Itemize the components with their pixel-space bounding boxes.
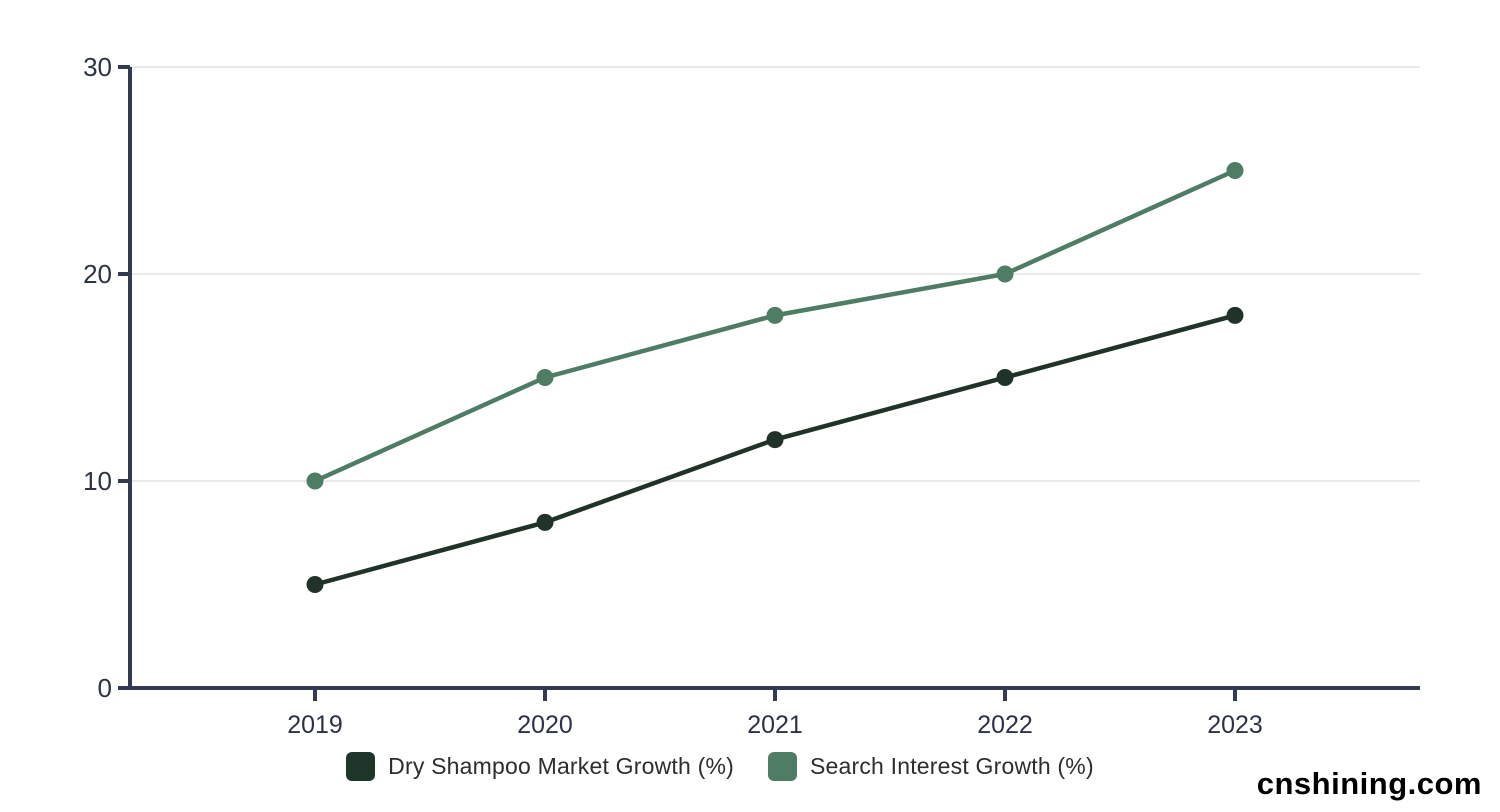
data-point-0-2021: [766, 431, 784, 449]
data-point-1-2019: [306, 472, 324, 490]
legend-swatch-search-interest: [767, 752, 797, 781]
data-point-0-2022: [996, 369, 1014, 386]
x-tick-label-2020: 2020: [517, 711, 573, 739]
legend-label-dry-shampoo: Dry Shampoo Market Growth (%): [388, 753, 734, 779]
series-line-0: [312, 313, 1238, 587]
legend-item-search-interest: Search Interest Growth (%): [767, 752, 1094, 781]
y-tick-label-20: 20: [83, 259, 112, 289]
x-tick-label-2022: 2022: [977, 711, 1033, 739]
data-point-1-2021: [766, 306, 784, 324]
x-tick-label-2019: 2019: [287, 711, 343, 739]
data-point-0-2023: [1226, 306, 1244, 324]
legend-swatch-dry-shampoo: [346, 752, 376, 781]
watermark: cnshining.com: [1256, 766, 1482, 801]
legend-label-search-interest: Search Interest Growth (%): [809, 753, 1094, 779]
data-point-1-2023: [1226, 162, 1244, 179]
data-point-0-2020: [536, 513, 554, 531]
y-tick-label-10: 10: [83, 466, 112, 496]
x-tick-label-2023: 2023: [1207, 711, 1263, 739]
data-point-0-2019: [306, 576, 324, 593]
chart-legend: Dry Shampoo Market Growth (%) Search Int…: [0, 752, 1440, 781]
y-tick-label-0: 0: [98, 673, 112, 703]
data-point-1-2022: [996, 265, 1014, 283]
y-tick-label-30: 30: [83, 52, 112, 82]
legend-item-dry-shampoo: Dry Shampoo Market Growth (%): [346, 752, 734, 781]
x-tick-label-2021: 2021: [747, 711, 803, 739]
data-point-1-2020: [536, 369, 554, 386]
